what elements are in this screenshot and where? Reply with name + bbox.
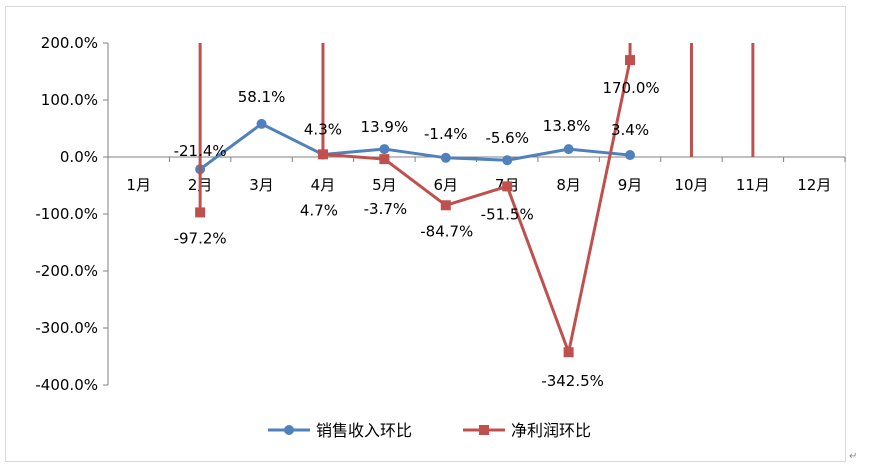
data-label: 13.8% — [543, 117, 591, 135]
data-label: -21.4% — [174, 142, 227, 160]
series-line-segment — [382, 147, 448, 160]
data-labels: -21.4% 58.1% 4.3% 13.9% -1.4% -5.6% 13.8% 3.4% -… — [174, 79, 660, 390]
legend-marker — [479, 425, 489, 435]
legend-item: 净利润环比 — [463, 421, 591, 440]
y-tick-label: 0.0% — [60, 148, 98, 166]
data-point — [440, 152, 451, 163]
paragraph-mark: ↵ — [849, 451, 858, 462]
data-point — [625, 150, 636, 161]
series-lines — [198, 43, 755, 354]
x-tick-label: 8月 — [556, 176, 581, 194]
y-tick-label: 100.0% — [41, 91, 98, 109]
series-line-segment — [382, 157, 448, 207]
data-label: 4.7% — [300, 201, 338, 219]
data-point — [502, 181, 513, 192]
legend: 销售收入环比 净利润环比 — [268, 421, 591, 440]
series-line-segment — [567, 147, 632, 157]
x-tick-label: 11月 — [736, 176, 770, 194]
data-point — [625, 55, 636, 66]
data-point — [563, 347, 574, 358]
x-tick-label: 9月 — [618, 176, 643, 194]
data-label: -84.7% — [420, 222, 473, 240]
data-label: -1.4% — [424, 125, 468, 143]
data-point — [379, 144, 390, 155]
data-label: -97.2% — [174, 229, 227, 247]
data-point — [195, 207, 206, 218]
data-label: 170.0% — [602, 79, 659, 97]
x-tick-label: 12月 — [797, 176, 831, 194]
data-point — [317, 149, 328, 160]
y-tick-label: -400.0% — [35, 376, 98, 394]
y-tick-label: 200.0% — [41, 34, 98, 52]
series-line-segment — [260, 122, 325, 157]
y-tick-label: -100.0% — [35, 205, 98, 223]
series-line-segment — [198, 122, 264, 171]
legend-marker — [284, 425, 294, 435]
x-tick-label: 5月 — [372, 176, 397, 194]
data-point — [502, 155, 513, 166]
series-line-segment — [567, 58, 632, 354]
legend-label: 净利润环比 — [511, 421, 591, 440]
series-layer — [195, 43, 755, 358]
data-label: 13.9% — [361, 118, 409, 136]
y-tick-label: -300.0% — [35, 319, 98, 337]
x-tick-label: 4月 — [311, 176, 336, 194]
data-label: 3.4% — [611, 121, 649, 139]
series-line-segment — [444, 184, 509, 207]
y-tick-label: -200.0% — [35, 262, 98, 280]
x-tick-label: 10月 — [674, 176, 708, 194]
data-point — [256, 118, 267, 129]
series-2 — [195, 43, 755, 358]
x-tick-label: 6月 — [434, 176, 459, 194]
x-tick-label: 1月 — [126, 176, 151, 194]
chart-frame — [5, 6, 846, 462]
chart-axes: 200.0% 100.0% 0.0% -100.0% -200.0% -300.0% -40… — [35, 34, 846, 394]
data-label: -51.5% — [481, 205, 534, 223]
series-line-segment — [321, 152, 386, 161]
legend-item: 销售收入环比 — [268, 421, 412, 440]
data-label: -3.7% — [364, 200, 408, 218]
series-line-segment — [444, 156, 509, 162]
legend-label: 销售收入环比 — [316, 421, 412, 440]
data-point — [563, 144, 574, 155]
data-label: 4.3% — [304, 121, 342, 139]
data-point — [379, 154, 390, 165]
series-line-segment — [505, 184, 571, 354]
data-label: -342.5% — [541, 372, 604, 390]
data-point — [440, 200, 451, 211]
data-label: 58.1% — [238, 88, 286, 106]
x-tick-label: 3月 — [249, 176, 274, 194]
data-label: -5.6% — [485, 129, 529, 147]
series-line-segment — [505, 147, 571, 162]
